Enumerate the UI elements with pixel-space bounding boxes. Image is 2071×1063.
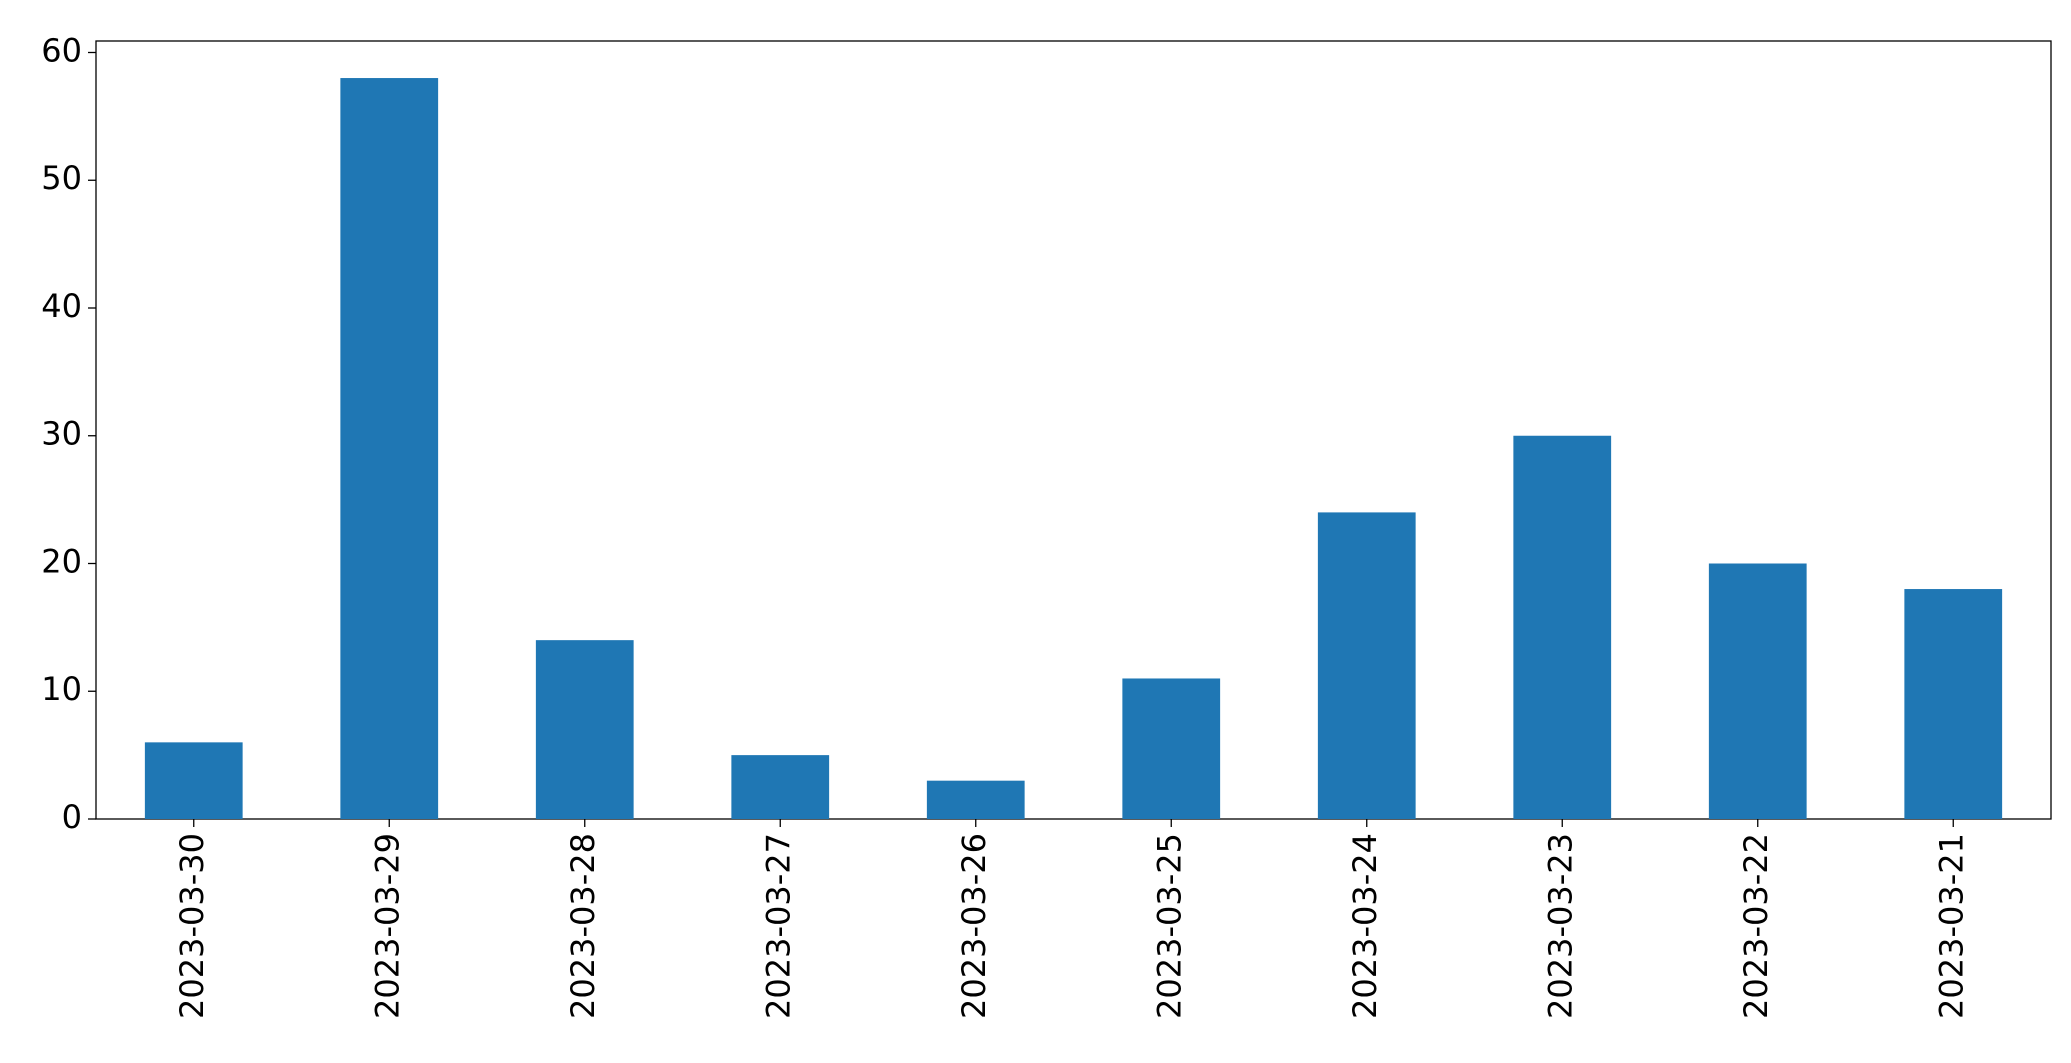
- y-tick-label: 0: [62, 798, 82, 836]
- y-tick-label: 20: [41, 542, 82, 580]
- bar: [1317, 512, 1416, 819]
- x-tick-label: 2023-03-29: [368, 833, 406, 1019]
- bar: [1122, 678, 1221, 819]
- y-tick-label: 40: [41, 287, 82, 325]
- bar: [144, 742, 243, 819]
- x-tick-label: 2023-03-26: [955, 833, 993, 1019]
- bar: [926, 780, 1025, 819]
- x-tick-label: 2023-03-25: [1150, 833, 1188, 1019]
- bar: [731, 755, 830, 819]
- bar: [535, 640, 634, 819]
- bar: [1904, 589, 2003, 819]
- x-tick-label: 2023-03-22: [1737, 833, 1775, 1019]
- axes-frame: [95, 40, 2052, 820]
- x-tick-label: 2023-03-21: [1932, 833, 1970, 1019]
- x-tick-label: 2023-03-27: [759, 833, 797, 1019]
- x-tick-label: 2023-03-30: [173, 833, 211, 1019]
- y-tick-label: 60: [41, 31, 82, 69]
- x-tick-label: 2023-03-23: [1541, 833, 1579, 1019]
- bar: [1708, 563, 1807, 819]
- y-tick-label: 50: [41, 159, 82, 197]
- y-tick-label: 30: [41, 415, 82, 453]
- bar: [1513, 435, 1612, 819]
- y-tick-label: 10: [41, 670, 82, 708]
- bar: [340, 78, 439, 820]
- x-tick-label: 2023-03-28: [564, 833, 602, 1019]
- x-tick-label: 2023-03-24: [1346, 833, 1384, 1019]
